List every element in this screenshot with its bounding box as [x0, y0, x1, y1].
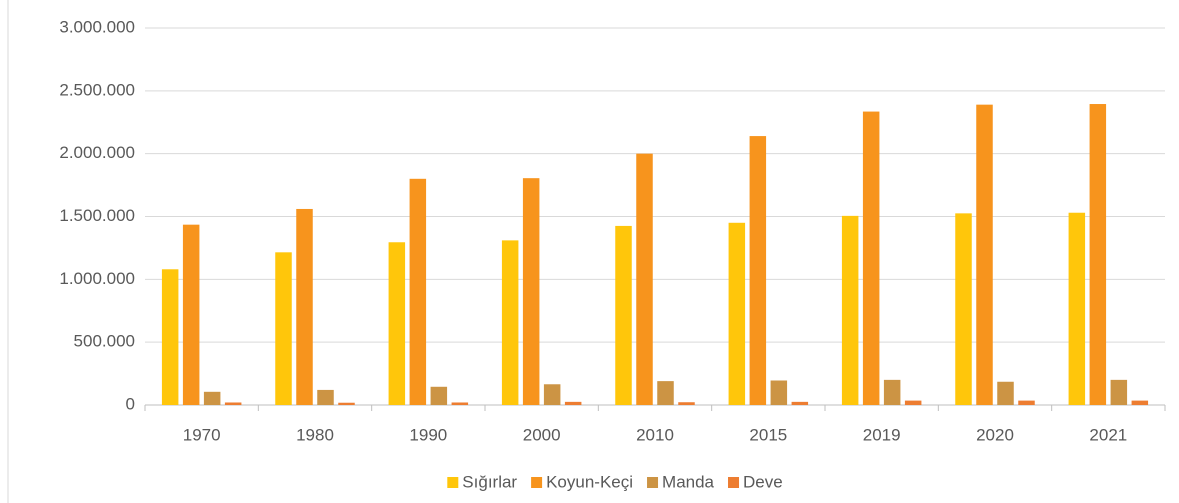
bar [501, 240, 519, 405]
bar [409, 178, 427, 405]
bar [275, 252, 292, 405]
bar [1068, 212, 1086, 405]
y-tick-label: 2.500.000 [59, 80, 135, 99]
bar [976, 104, 993, 405]
bar [317, 389, 334, 405]
x-tick-label: 2000 [523, 425, 561, 444]
x-tick-label: 2010 [636, 425, 674, 444]
legend-swatch [728, 477, 740, 488]
bar [841, 215, 859, 405]
x-tick-label: 2021 [1089, 425, 1127, 444]
bar [904, 400, 922, 405]
legend-swatch [531, 477, 543, 488]
bar [161, 269, 179, 405]
bar [338, 402, 355, 405]
y-tick-label: 1.000.000 [59, 269, 135, 288]
bar [770, 380, 788, 405]
bar [388, 242, 406, 405]
bar [296, 208, 313, 405]
legend-swatch [447, 477, 459, 488]
legend-label: Sığırlar [462, 472, 517, 491]
bar [791, 401, 809, 405]
bar [543, 384, 561, 405]
bar [430, 386, 448, 405]
bar [1110, 379, 1128, 405]
x-tick-label: 2020 [976, 425, 1014, 444]
bar [862, 111, 880, 406]
bar [997, 381, 1014, 405]
legend-label: Deve [743, 472, 783, 491]
bar [615, 225, 632, 405]
bar [564, 401, 582, 405]
x-tick-label: 2019 [863, 425, 901, 444]
legend-label: Manda [662, 472, 715, 491]
bar [728, 222, 746, 405]
bar [955, 213, 972, 405]
bar [1089, 104, 1107, 406]
bar [182, 224, 200, 405]
bar [883, 379, 901, 405]
bar [224, 402, 242, 405]
bar [522, 178, 540, 405]
x-tick-label: 1980 [296, 425, 334, 444]
legend-label: Koyun-Keçi [546, 472, 633, 491]
x-tick-label: 1990 [409, 425, 447, 444]
bar [749, 136, 767, 405]
bar [1131, 400, 1149, 405]
bar [1018, 400, 1035, 405]
x-tick-label: 1970 [183, 425, 221, 444]
y-tick-label: 1.500.000 [59, 206, 135, 225]
y-tick-label: 500.000 [74, 332, 135, 351]
bar [678, 402, 695, 405]
y-tick-label: 3.000.000 [59, 17, 135, 36]
bar [636, 153, 653, 405]
bar [451, 402, 469, 405]
bar [657, 381, 674, 405]
bar [203, 391, 221, 405]
x-tick-label: 2015 [749, 425, 787, 444]
y-tick-label: 2.000.000 [59, 143, 135, 162]
y-tick-label: 0 [126, 394, 135, 413]
legend-swatch [647, 477, 659, 488]
